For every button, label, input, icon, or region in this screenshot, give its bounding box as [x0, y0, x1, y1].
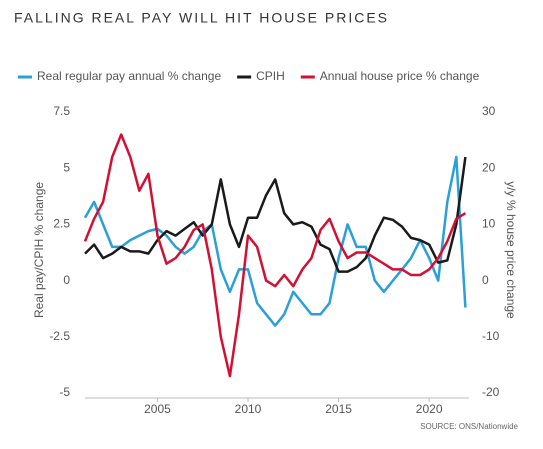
series-line	[83, 133, 467, 378]
y-tick-label: 7.5	[53, 104, 70, 118]
y-tick-label: 0	[63, 273, 70, 287]
y-tick-label: -5	[59, 385, 70, 399]
y2-tick-label: 20	[482, 160, 496, 174]
y2-tick-label: -20	[482, 385, 500, 399]
x-tick-label: 2010	[235, 402, 262, 416]
legend-label: Annual house price % change	[320, 69, 480, 83]
y-tick-label: 5	[63, 160, 70, 174]
y2-tick-label: 10	[482, 217, 496, 231]
y-axis-title: Real pay/CPIH % change	[32, 182, 46, 318]
series-line	[84, 156, 467, 273]
y2-tick-label: 0	[482, 273, 489, 287]
y2-tick-label: 30	[482, 104, 496, 118]
y2-tick-label: -10	[482, 329, 500, 343]
y2-axis-title: y/y % house price change	[504, 181, 518, 319]
legend-label: CPIH	[256, 69, 285, 83]
y-tick-label: -2.5	[49, 329, 70, 343]
chart-title: FALLING REAL PAY WILL HIT HOUSE PRICES	[14, 10, 389, 26]
x-tick-label: 2005	[144, 402, 171, 416]
y-tick-label: 2.5	[53, 217, 70, 231]
x-tick-label: 2020	[416, 402, 443, 416]
legend-label: Real regular pay annual % change	[37, 69, 221, 83]
x-tick-label: 2015	[325, 402, 352, 416]
source: SOURCE: ONS/Nationwide	[420, 422, 518, 431]
